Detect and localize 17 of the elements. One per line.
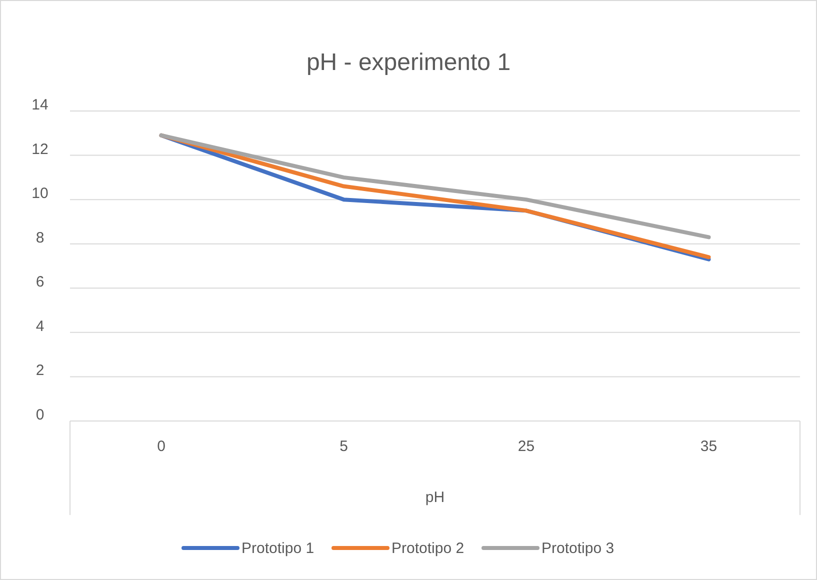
x-tick-label: 35 [700, 438, 718, 455]
y-tick-label: 6 [36, 274, 44, 291]
y-tick-label: 2 [36, 362, 44, 380]
x-tick-label: 0 [157, 438, 166, 455]
y-tick-label: 14 [32, 96, 48, 114]
x-tick-label: 5 [340, 438, 348, 455]
y-tick-label: 10 [32, 185, 48, 202]
legend-label: Prototipo 3 [542, 540, 614, 557]
legend-label: Prototipo 1 [242, 540, 314, 557]
y-tick-label: 8 [36, 229, 44, 246]
y-tick-label: 4 [36, 318, 44, 335]
x-axis-title: pH [425, 489, 445, 506]
chart-title: pH - experimento 1 [306, 49, 511, 76]
y-tick-label: 12 [32, 140, 48, 158]
y-tick-label: 0 [36, 406, 44, 424]
legend-label: Prototipo 2 [392, 540, 464, 557]
x-tick-label: 25 [518, 438, 535, 455]
